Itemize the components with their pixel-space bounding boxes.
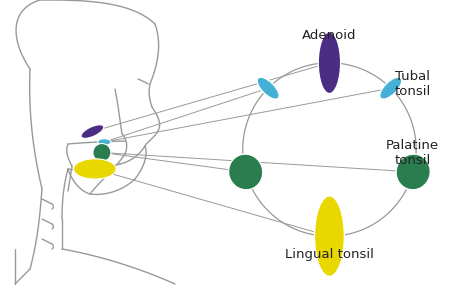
Text: Lingual tonsil: Lingual tonsil — [285, 248, 374, 261]
Ellipse shape — [81, 125, 104, 138]
Text: Tubal
tonsil: Tubal tonsil — [394, 70, 430, 98]
Ellipse shape — [228, 154, 263, 190]
Ellipse shape — [98, 139, 111, 145]
Ellipse shape — [396, 154, 430, 190]
Ellipse shape — [93, 144, 111, 161]
Ellipse shape — [257, 77, 279, 99]
Ellipse shape — [73, 159, 116, 179]
Ellipse shape — [318, 32, 341, 94]
Ellipse shape — [314, 196, 345, 277]
Ellipse shape — [380, 77, 402, 99]
Text: Palatine
tonsil: Palatine tonsil — [386, 139, 439, 167]
Text: Adenoid: Adenoid — [302, 29, 356, 42]
